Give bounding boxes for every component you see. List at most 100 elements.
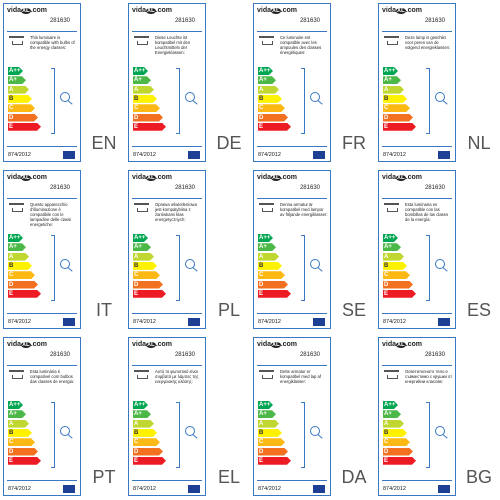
separator (132, 146, 202, 147)
energy-class-bar: A++ (8, 234, 23, 242)
bulb-icon (185, 259, 195, 269)
brand-text: XL (271, 342, 281, 348)
bulb-icon (60, 259, 70, 269)
energy-class-bar: E (383, 123, 416, 131)
eu-flag (313, 318, 325, 326)
energy-class-bar: B (383, 262, 407, 270)
product-code: 281630 (299, 18, 320, 24)
brand-text: .com (30, 174, 48, 181)
bulb-icon (60, 426, 70, 436)
regulation: 874/2012 (8, 486, 31, 492)
brand-text: vida (382, 341, 397, 348)
separator (7, 198, 77, 199)
energy-class-bar: B (8, 95, 32, 103)
bracket (51, 402, 55, 468)
brand-logo: vidaXL.com (132, 7, 172, 14)
label-cell: vidaXL.com 281630 Denna armatur är kompati… (250, 167, 375, 333)
language-code: BG (465, 467, 492, 487)
language-code: IT (96, 300, 112, 320)
label-cell: vidaXL.com 281630 Dette armatur er kompati… (250, 334, 375, 500)
regulation: 874/2012 (383, 486, 406, 492)
regulation: 874/2012 (258, 486, 281, 492)
description: Осветителното тяло е съвместимо с крушки… (405, 369, 453, 384)
separator (7, 146, 77, 147)
eu-flag (313, 485, 325, 493)
energy-class-bar: E (133, 123, 166, 131)
energy-class-bar: A++ (8, 401, 23, 409)
language-code: ES (466, 300, 491, 320)
energy-class-bar: A+ (133, 410, 151, 418)
energy-class-bar: A (133, 253, 154, 261)
brand-logo: vidaXL.com (7, 7, 47, 14)
energy-class-bar: C (8, 104, 35, 112)
label-cell: vidaXL.com 281630 Αυτό το φωτιστικό είναι … (125, 334, 250, 500)
energy-class-bar: E (383, 290, 416, 298)
energy-class-bar: B (133, 262, 157, 270)
energy-class-bar: E (133, 290, 166, 298)
energy-class-bar: A++ (258, 67, 273, 75)
energy-class-bar: D (8, 114, 38, 122)
energy-class-bar: D (133, 114, 163, 122)
energy-label: vidaXL.com 281630 Ce luminaire est compati… (253, 3, 331, 162)
energy-class-bar: C (258, 438, 285, 446)
product-code: 281630 (174, 18, 195, 24)
energy-class-bar: E (258, 123, 291, 131)
eu-flag (313, 151, 325, 159)
energy-class-bar: E (383, 457, 416, 465)
lamp-icon (259, 36, 274, 47)
energy-class-bar: A (383, 253, 404, 261)
brand-text: .com (280, 174, 298, 181)
language-code: PT (92, 467, 116, 487)
description: Denna armatur är kompatibel med lampor a… (280, 202, 328, 217)
brand-text: XL (21, 8, 31, 14)
energy-class-bar: D (383, 281, 413, 289)
regulation: 874/2012 (8, 152, 31, 158)
energy-class-bar: A++ (383, 67, 398, 75)
description: Diese Leuchte ist kompatibel mit den Leu… (155, 35, 191, 55)
energy-class-bar: C (383, 271, 410, 279)
bulb-icon (310, 426, 320, 436)
brand-logo: vidaXL.com (257, 174, 297, 181)
energy-class-bar: A++ (383, 234, 398, 242)
regulation: 874/2012 (133, 152, 156, 158)
energy-class-bar: B (8, 262, 32, 270)
separator (382, 365, 452, 366)
brand-logo: vidaXL.com (257, 7, 297, 14)
energy-class-bar: A (383, 86, 404, 94)
regulation: 874/2012 (383, 319, 406, 325)
brand-text: .com (280, 341, 298, 348)
energy-class-bar: C (258, 271, 285, 279)
energy-class-bar: B (8, 429, 32, 437)
bulb-icon (185, 426, 195, 436)
description: This luminaire is compatible with bulbs … (30, 35, 75, 50)
product-code: 281630 (49, 352, 70, 358)
energy-class-bar: A+ (383, 243, 401, 251)
description: Ce luminaire est compatible avec les amp… (280, 35, 322, 55)
lamp-icon (134, 36, 149, 47)
regulation: 874/2012 (258, 152, 281, 158)
product-code: 281630 (174, 185, 195, 191)
energy-class-bar: A+ (258, 76, 276, 84)
energy-class-bar: D (383, 114, 413, 122)
energy-class-bar: A (258, 253, 279, 261)
separator (257, 146, 327, 147)
bracket (176, 402, 180, 468)
energy-class-bar: A++ (258, 234, 273, 242)
energy-class-bar: E (258, 457, 291, 465)
energy-class-bar: A++ (8, 67, 23, 75)
separator (257, 31, 327, 32)
brand-text: vida (7, 7, 22, 14)
brand-text: vida (382, 7, 397, 14)
brand-text: vida (7, 174, 22, 181)
energy-class-bar: D (258, 114, 288, 122)
separator (257, 365, 327, 366)
brand-logo: vidaXL.com (257, 341, 297, 348)
separator (7, 480, 77, 481)
label-cell: vidaXL.com 281630 Deze lamp is geschikt vo… (375, 0, 500, 166)
lamp-icon (259, 203, 274, 214)
regulation: 874/2012 (383, 152, 406, 158)
brand-text: XL (271, 175, 281, 181)
brand-text: vida (257, 174, 272, 181)
energy-class-bar: D (258, 281, 288, 289)
brand-text: XL (21, 342, 31, 348)
